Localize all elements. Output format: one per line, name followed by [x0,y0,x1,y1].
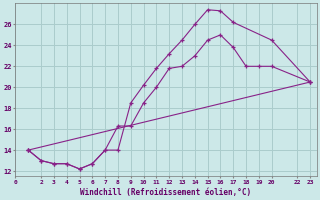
X-axis label: Windchill (Refroidissement éolien,°C): Windchill (Refroidissement éolien,°C) [80,188,252,197]
